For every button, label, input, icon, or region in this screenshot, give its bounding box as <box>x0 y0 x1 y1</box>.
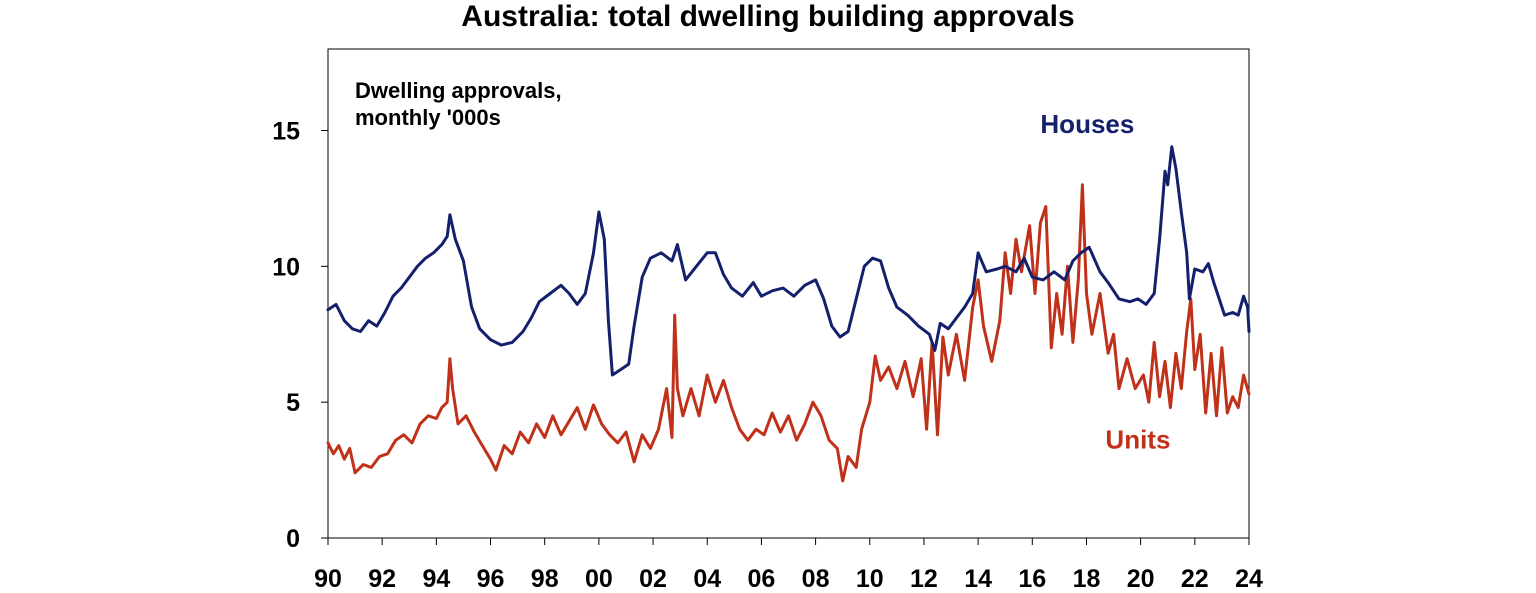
x-tick-label: 16 <box>1018 565 1046 593</box>
x-tick-label: 00 <box>585 565 613 593</box>
y-tick-label: 15 <box>272 118 300 146</box>
x-tick-label: 20 <box>1127 565 1155 593</box>
x-tick-label: 94 <box>422 565 450 593</box>
x-tick-label: 92 <box>368 565 396 593</box>
y-tick-label: 5 <box>286 389 300 417</box>
x-tick-label: 14 <box>964 565 992 593</box>
y-tick-label: 0 <box>286 525 300 553</box>
chart-title: Australia: total dwelling building appro… <box>461 0 1074 33</box>
x-tick-label: 96 <box>477 565 505 593</box>
x-tick-label: 10 <box>856 565 884 593</box>
series-layer: Units Houses <box>326 109 1251 483</box>
chart-annotation-line-1: Dwelling approvals, <box>355 78 562 103</box>
x-tick-label: 18 <box>1073 565 1101 593</box>
chart-annotation-line-2: monthly '000s <box>355 105 501 130</box>
x-tick-label: 04 <box>693 565 721 593</box>
series-label-houses: Houses <box>1040 109 1134 139</box>
x-tick-label: 06 <box>748 565 776 593</box>
y-axis: 0 5 10 15 <box>272 118 328 553</box>
x-axis: 90 92 94 96 98 00 02 04 06 08 10 12 14 16 18 20 22 24 <box>314 538 1263 593</box>
y-tick-label: 10 <box>272 253 300 281</box>
x-tick-label: 02 <box>639 565 667 593</box>
x-tick-label: 22 <box>1181 565 1209 593</box>
x-tick-label: 24 <box>1235 565 1263 593</box>
series-label-units: Units <box>1105 424 1170 454</box>
series-line-units <box>326 183 1251 483</box>
x-tick-label: 12 <box>910 565 938 593</box>
x-tick-label: 98 <box>531 565 559 593</box>
x-tick-label: 90 <box>314 565 342 593</box>
x-tick-label: 08 <box>802 565 830 593</box>
series-line-houses <box>326 145 1251 377</box>
